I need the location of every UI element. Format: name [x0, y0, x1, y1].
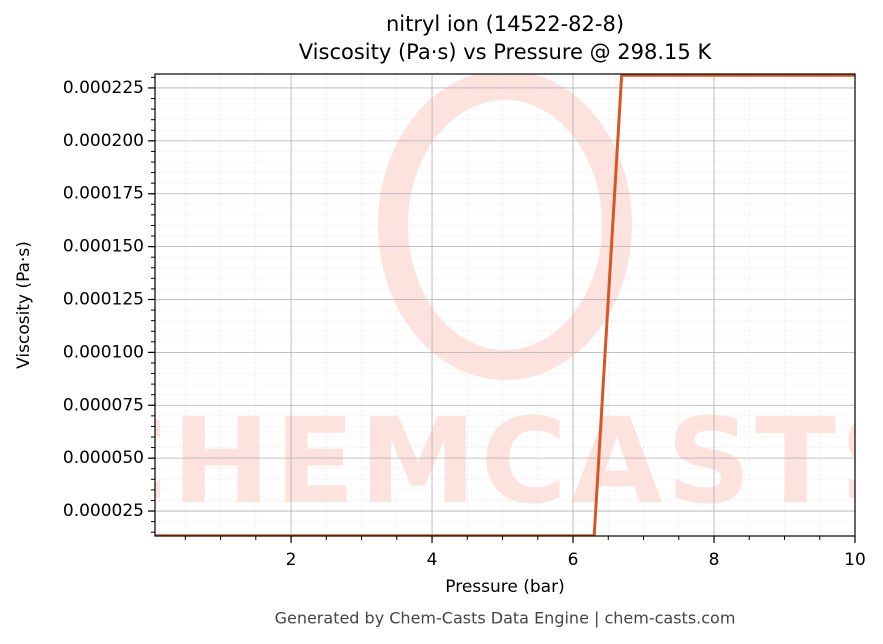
- watermark-logo: [378, 74, 632, 380]
- chart-subtitle: Viscosity (Pa·s) vs Pressure @ 298.15 K: [299, 40, 713, 64]
- x-tick-label: 2: [286, 550, 297, 570]
- x-tick-label: 10: [844, 550, 866, 570]
- y-tick-label: 0.000200: [63, 131, 144, 151]
- y-tick-label: 0.000125: [63, 290, 144, 310]
- watermark: CHEMCASTS: [81, 392, 883, 530]
- x-tick-label: 8: [709, 550, 720, 570]
- y-tick-label: 0.000175: [63, 184, 144, 204]
- chart-title: nitryl ion (14522-82-8): [386, 12, 624, 36]
- plot-frame: [154, 73, 856, 537]
- watermark-group: CHEMCASTS: [81, 74, 883, 530]
- y-tick-label: 0.000225: [63, 78, 144, 98]
- y-tick-label: 0.000150: [63, 237, 144, 257]
- y-tick-label: 0.000050: [63, 448, 144, 468]
- x-tick-label: 4: [427, 550, 438, 570]
- y-axis-label: Viscosity (Pa·s): [14, 241, 34, 369]
- y-tick-label: 0.000100: [63, 342, 144, 362]
- footer: Generated by Chem-Casts Data Engine | ch…: [275, 609, 736, 628]
- x-axis-label: Pressure (bar): [445, 577, 564, 597]
- y-tick-label: 0.000025: [63, 501, 144, 521]
- y-tick-label: 0.000075: [63, 395, 144, 415]
- x-tick-label: 6: [568, 550, 579, 570]
